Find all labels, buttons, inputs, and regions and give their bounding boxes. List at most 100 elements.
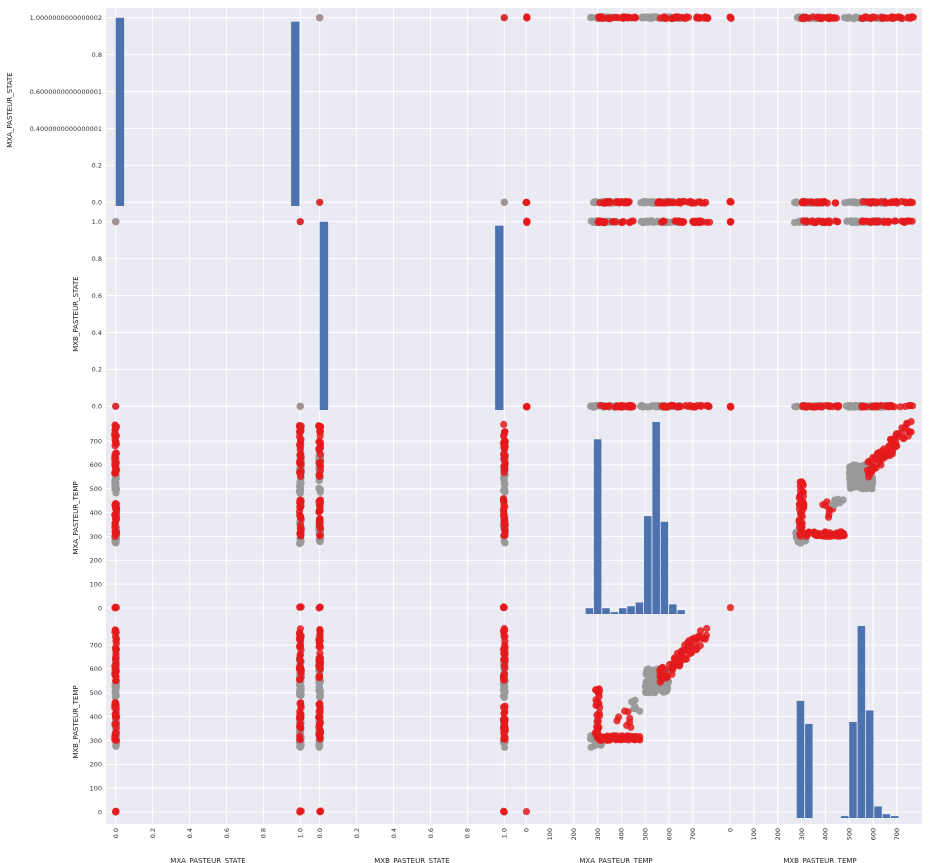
scatter-point [726, 604, 735, 612]
scatter-point [649, 13, 657, 21]
scatter-point [111, 735, 119, 744]
hist-bar-MXB_PASTEUR_TEMP [796, 700, 805, 818]
scatter-point [618, 218, 626, 226]
scatter-point [112, 437, 120, 446]
scatter-point [812, 531, 820, 539]
scatter-point [660, 217, 668, 225]
y-tick-label: 1.0000000000000002 [30, 14, 102, 22]
scatter-point [316, 14, 324, 22]
scatter-point [500, 730, 508, 738]
scatter-point [619, 14, 627, 22]
scatter-point [297, 472, 305, 480]
x-tick-label: 0.2 [353, 828, 361, 838]
x-tick-label: 600 [665, 828, 673, 840]
scatter-point [792, 198, 801, 206]
hist-bar-MXA_PASTEUR_TEMP [635, 602, 644, 614]
scatter-point [668, 14, 676, 23]
scatter-point [112, 807, 120, 815]
hist-bar-MXB_PASTEUR_STATE [495, 225, 504, 410]
scatter-point [684, 13, 693, 21]
hist-bar-MXA_PASTEUR_TEMP [619, 608, 627, 614]
x-tick-label: 300 [798, 828, 806, 840]
y-tick-label: 700 [90, 641, 102, 649]
scatter-point [316, 637, 324, 645]
scatter-point [904, 432, 912, 440]
x-tick-label: 0 [522, 828, 530, 832]
scatter-point [112, 218, 120, 226]
scatter-point [671, 217, 679, 225]
scatter-point [831, 532, 839, 540]
scatter-point [595, 700, 603, 708]
panel-MXA_PASTEUR_STATE-vs-MXA_PASTEUR_STATE [106, 8, 310, 212]
hist-bar-MXB_PASTEUR_TEMP [857, 626, 866, 818]
y-tick-label: 600 [90, 461, 102, 469]
scatter-point [817, 402, 825, 410]
scatter-point [669, 198, 678, 207]
scatter-point [877, 401, 885, 410]
scatter-point [316, 685, 324, 693]
scatter-point [112, 423, 121, 431]
scatter-point [606, 15, 614, 23]
panel-MXA_PASTEUR_STATE-vs-MXB_PASTEUR_TEMP [718, 8, 922, 212]
scatter-point [890, 13, 898, 22]
scatter-point [500, 441, 509, 449]
panel-MXA_PASTEUR_STATE-vs-MXB_PASTEUR_STATE [310, 8, 514, 212]
x-tick-label: 700 [689, 828, 697, 840]
scatter-point [852, 13, 860, 21]
scatter-point [847, 482, 856, 490]
scatter-point [885, 442, 893, 450]
scatter-point [864, 198, 872, 206]
scatter-point [799, 500, 808, 508]
x-tick-label: 600 [869, 828, 877, 840]
hist-bar-MXA_PASTEUR_TEMP [669, 604, 677, 614]
scatter-point [500, 807, 508, 816]
panel-MXB_PASTEUR_TEMP-vs-MXA_PASTEUR_STATE [106, 620, 310, 824]
scatter-point [657, 676, 666, 684]
x-tick-label: 0.0 [112, 828, 120, 838]
scatter-point [632, 704, 640, 713]
scatter-point [693, 14, 701, 22]
scatter-point [657, 199, 665, 207]
hist-bar-MXA_PASTEUR_STATE [291, 21, 300, 207]
scatter-point [296, 503, 304, 511]
y-tick-label: 200 [90, 761, 102, 769]
x-tick-label: 1.0 [297, 828, 305, 838]
scatter-point [869, 13, 877, 21]
scatter-point [501, 688, 509, 696]
scatter-point [316, 625, 324, 634]
x-tick-label: 1.0 [501, 828, 509, 838]
scatter-point [873, 451, 881, 459]
scatter-point [296, 712, 304, 721]
scatter-point [111, 693, 119, 701]
scatter-point [905, 402, 913, 410]
scatter-point [296, 218, 304, 226]
scatter-point [500, 487, 508, 495]
x-tick-label: 0.4 [390, 828, 398, 838]
hist-bar-MXB_PASTEUR_TEMP [865, 710, 874, 818]
x-tick-label: 0.8 [464, 828, 472, 838]
scatter-point [111, 701, 119, 710]
scatter-point [111, 626, 119, 635]
scatter-point [886, 452, 894, 460]
scatter-point [613, 717, 621, 725]
scatter-point [849, 198, 857, 206]
scatter-point [621, 707, 629, 715]
scatter-point [500, 627, 508, 635]
scatter-point [500, 682, 508, 691]
scatter-point [821, 218, 829, 226]
scatter-point [864, 458, 872, 466]
scatter-point [896, 403, 904, 411]
hist-bar-MXB_PASTEUR_TEMP [891, 816, 899, 818]
scatter-point [500, 500, 508, 509]
scatter-point [637, 13, 646, 21]
hist-bar-MXB_PASTEUR_TEMP [849, 722, 857, 818]
x-tick-label: 0.4 [186, 828, 194, 838]
scatter-point [845, 14, 853, 22]
scatter-point [316, 515, 324, 523]
scatter-point [835, 402, 843, 410]
scatter-point [111, 449, 120, 457]
scatter-point [499, 645, 508, 653]
scatter-point [680, 218, 688, 226]
scatter-point [523, 14, 531, 22]
scatter-point [906, 199, 914, 207]
